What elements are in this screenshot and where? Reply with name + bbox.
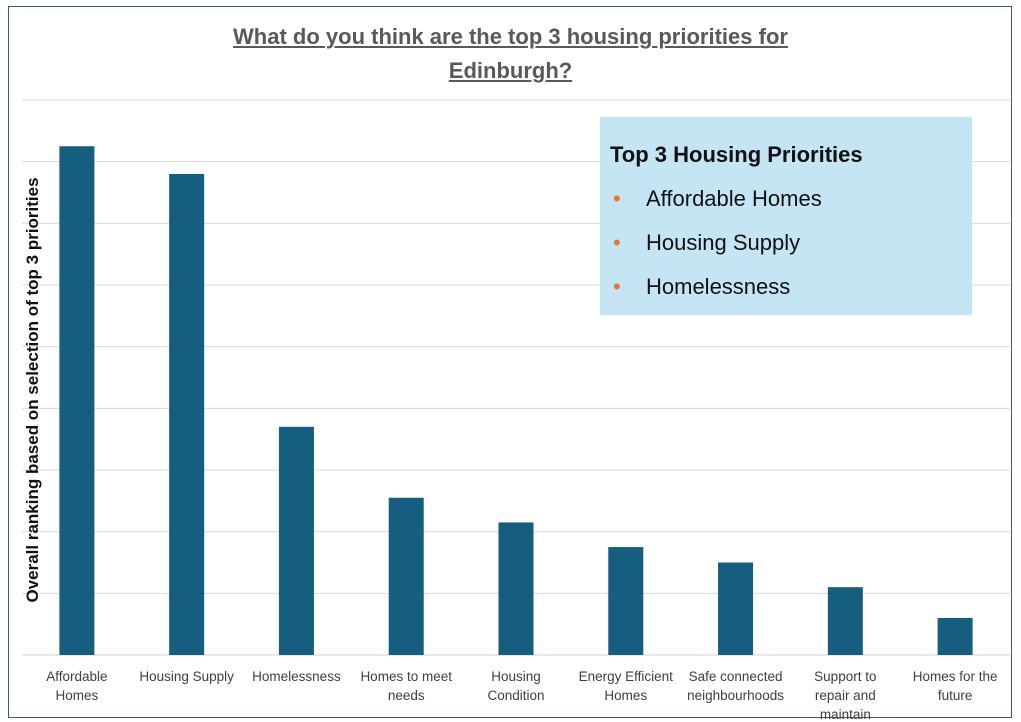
x-tick-label: Housing <box>491 669 541 684</box>
annotation-item-label: Affordable Homes <box>646 186 822 211</box>
x-tick-label: Safe connected <box>689 669 783 684</box>
x-tick-labels: Affordable Homes Housing Supply Homelessnes… <box>46 669 997 722</box>
annotation-item: • Housing Supply <box>610 221 972 265</box>
bar <box>608 547 644 655</box>
bullet-icon: • <box>613 274 621 299</box>
x-tick-label: repair and <box>815 688 876 703</box>
bar <box>827 587 863 655</box>
bars <box>59 146 973 655</box>
annotation-item-label: Homelessness <box>646 274 791 299</box>
x-tick-label: maintain <box>820 707 871 722</box>
x-tick-label: needs <box>388 688 425 703</box>
x-tick-label: Homes <box>56 688 99 703</box>
annotation-item: • Homelessness <box>610 265 972 309</box>
annotation-heading: Top 3 Housing Priorities <box>610 142 863 167</box>
x-tick-label: Homes for the <box>913 669 998 684</box>
annotation-item-label: Housing Supply <box>646 230 801 255</box>
chart-title: What do you think are the top 3 housing … <box>0 20 1021 88</box>
x-tick-label: neighbourhoods <box>687 688 784 703</box>
x-tick-label: Support to <box>814 669 876 684</box>
bullet-icon: • <box>613 230 621 255</box>
annotation-item: • Affordable Homes <box>610 177 972 221</box>
x-tick-label: future <box>938 688 973 703</box>
bar <box>169 174 205 655</box>
bar <box>278 426 314 655</box>
x-tick-label: Homes to meet <box>360 669 452 684</box>
bullet-icon: • <box>613 186 621 211</box>
chart-title-line-2: Edinburgh? <box>448 58 573 83</box>
bar <box>388 497 424 655</box>
x-tick-label: Affordable <box>46 669 107 684</box>
y-axis-label: Overall ranking based on selection of to… <box>23 177 42 602</box>
x-tick-label: Homes <box>604 688 647 703</box>
x-tick-label: Condition <box>487 688 544 703</box>
bar <box>718 562 754 655</box>
bar <box>498 522 534 655</box>
bar <box>59 146 95 655</box>
bar <box>937 618 973 655</box>
chart-title-line-1: What do you think are the top 3 housing … <box>233 24 788 49</box>
x-tick-label: Homelessness <box>252 669 341 684</box>
annotation-box: Top 3 Housing Priorities • Affordable Ho… <box>600 117 972 315</box>
x-tick-label: Energy Efficient <box>579 669 674 684</box>
x-tick-label: Housing Supply <box>139 669 234 684</box>
